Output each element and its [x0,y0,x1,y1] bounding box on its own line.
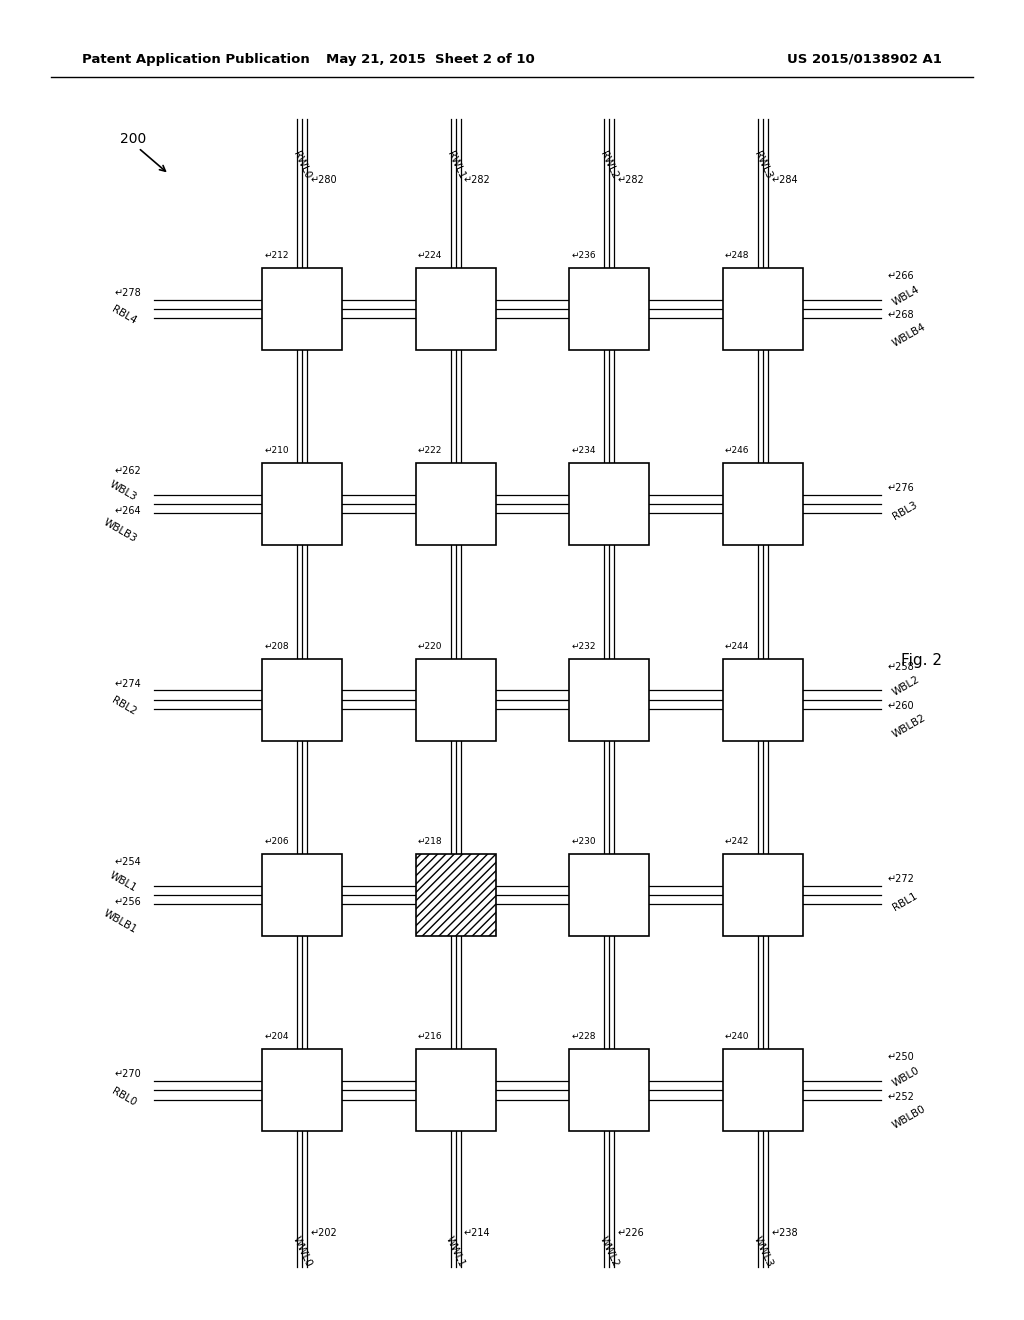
Text: ↵212: ↵212 [264,251,289,260]
Text: ↵282: ↵282 [617,174,644,185]
Text: ↵268: ↵268 [888,310,914,321]
Text: ↵274: ↵274 [115,678,141,689]
Text: RWL1: RWL1 [445,150,466,181]
Bar [723,463,803,545]
Bar [262,659,342,741]
Text: ↵260: ↵260 [888,701,914,711]
Text: Fig. 2: Fig. 2 [901,652,942,668]
Text: ↵250: ↵250 [888,1052,914,1063]
Text: ↵202: ↵202 [310,1228,337,1238]
Text: RWL3: RWL3 [753,150,773,181]
Text: May 21, 2015  Sheet 2 of 10: May 21, 2015 Sheet 2 of 10 [326,53,535,66]
Text: ↵230: ↵230 [571,837,596,846]
Text: 200: 200 [120,132,146,145]
Bar [416,854,496,936]
Bar [723,854,803,936]
Text: ↵262: ↵262 [115,466,141,477]
Text: WBL1: WBL1 [108,870,138,894]
Text: ↵242: ↵242 [725,837,750,846]
Text: ↵220: ↵220 [418,642,442,651]
Text: RWL2: RWL2 [599,150,620,181]
Bar [569,1049,649,1131]
Text: ↵264: ↵264 [115,506,141,516]
Text: ↵206: ↵206 [264,837,289,846]
Text: ↵252: ↵252 [888,1092,914,1102]
Text: RBL2: RBL2 [111,696,138,717]
Text: ↵244: ↵244 [725,642,750,651]
Text: ↵272: ↵272 [888,874,914,884]
Bar [416,1049,496,1131]
Text: ↵246: ↵246 [725,446,750,455]
Text: WBLB3: WBLB3 [101,517,138,544]
Bar [262,463,342,545]
Text: RBL3: RBL3 [891,500,919,521]
Text: RBL1: RBL1 [891,891,919,912]
Text: ↵228: ↵228 [571,1032,596,1041]
Text: WWL3: WWL3 [752,1234,774,1269]
Bar [262,854,342,936]
Text: WWL0: WWL0 [291,1234,313,1269]
Text: ↵278: ↵278 [115,288,141,298]
Text: RBL0: RBL0 [111,1086,138,1107]
Bar [262,1049,342,1131]
Text: WBL3: WBL3 [108,479,138,503]
Text: ↵208: ↵208 [264,642,289,651]
Text: ↵204: ↵204 [264,1032,289,1041]
Text: ↵222: ↵222 [418,446,442,455]
Text: RBL4: RBL4 [111,305,138,326]
Text: ↵270: ↵270 [115,1069,141,1080]
Text: US 2015/0138902 A1: US 2015/0138902 A1 [787,53,942,66]
Text: WBL0: WBL0 [891,1065,922,1089]
Text: ↵232: ↵232 [571,642,596,651]
Text: WWL2: WWL2 [598,1234,621,1269]
Text: ↵238: ↵238 [771,1228,798,1238]
Text: WBL2: WBL2 [891,675,922,698]
Bar [569,659,649,741]
Text: ↵240: ↵240 [725,1032,750,1041]
Text: Patent Application Publication: Patent Application Publication [82,53,309,66]
Bar [569,268,649,350]
Text: ↵284: ↵284 [771,174,798,185]
Bar [723,659,803,741]
Bar [569,854,649,936]
Text: ↵218: ↵218 [418,837,442,846]
Text: WBLB0: WBLB0 [891,1104,928,1130]
Text: ↵226: ↵226 [617,1228,644,1238]
Bar [416,463,496,545]
Bar [569,463,649,545]
Text: ↵234: ↵234 [571,446,596,455]
Text: ↵266: ↵266 [888,271,914,281]
Text: RWL0: RWL0 [292,150,312,181]
Text: ↵256: ↵256 [115,896,141,907]
Text: ↵276: ↵276 [888,483,914,494]
Bar [723,268,803,350]
Text: ↵248: ↵248 [725,251,750,260]
Text: WWL1: WWL1 [444,1234,467,1269]
Text: WBLB2: WBLB2 [891,713,928,739]
Text: ↵224: ↵224 [418,251,442,260]
Bar [723,1049,803,1131]
Bar [416,268,496,350]
Text: WBLB4: WBLB4 [891,322,928,348]
Text: WBLB1: WBLB1 [101,908,138,935]
Text: ↵210: ↵210 [264,446,289,455]
Text: ↵216: ↵216 [418,1032,442,1041]
Text: ↵282: ↵282 [464,174,490,185]
Text: ↵214: ↵214 [464,1228,490,1238]
Text: ↵280: ↵280 [310,174,337,185]
Text: ↵236: ↵236 [571,251,596,260]
Text: ↵258: ↵258 [888,661,914,672]
Text: ↵254: ↵254 [115,857,141,867]
Text: WBL4: WBL4 [891,284,922,308]
Bar [416,659,496,741]
Bar [262,268,342,350]
